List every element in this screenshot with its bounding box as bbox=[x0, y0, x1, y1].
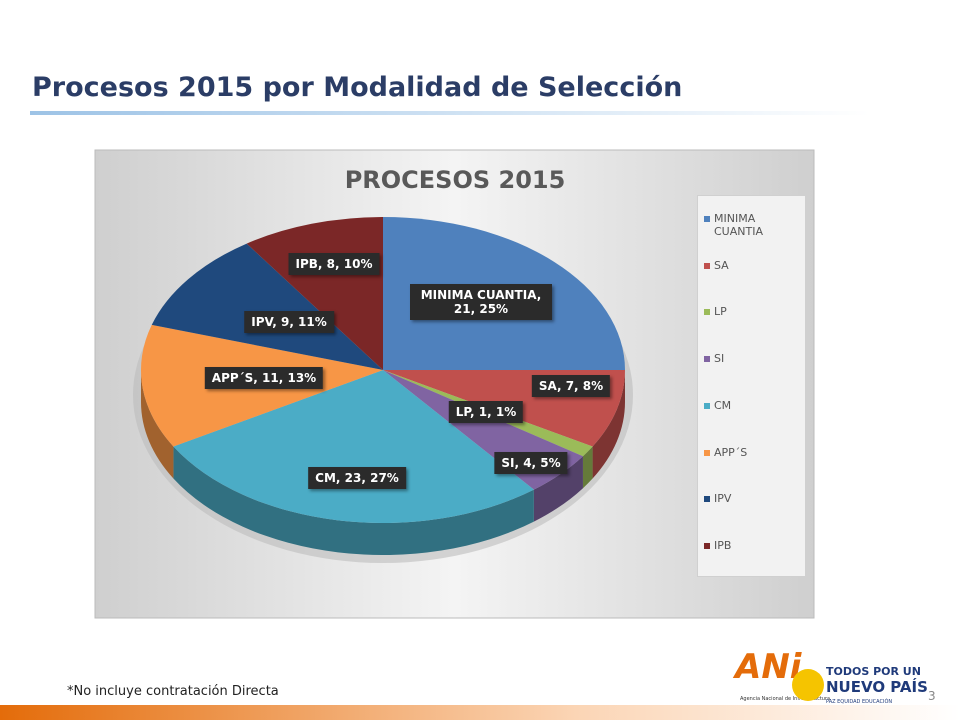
legend-swatch bbox=[704, 496, 710, 503]
page-number: 3 bbox=[928, 689, 936, 703]
data-label: CM, 23, 27% bbox=[308, 467, 406, 489]
legend-entry: SI bbox=[704, 352, 800, 366]
data-label: IPV, 9, 11% bbox=[244, 311, 334, 333]
data-label: SA, 7, 8% bbox=[531, 375, 611, 397]
slice-side bbox=[582, 446, 593, 489]
legend-entry: APP´S bbox=[704, 445, 800, 459]
data-label: LP, 1, 1% bbox=[448, 401, 524, 423]
legend-entry: IPB bbox=[704, 538, 800, 552]
slice bbox=[173, 370, 534, 523]
legend-label: LP bbox=[714, 305, 727, 319]
legend-label: MINIMA CUANTIA bbox=[714, 212, 763, 238]
data-label: SI, 4, 5% bbox=[494, 452, 568, 474]
slice-side bbox=[592, 370, 625, 479]
legend-entry: IPV bbox=[704, 492, 800, 506]
legend-entry: SA bbox=[704, 258, 800, 272]
legend: MINIMA CUANTIA SA LP SI CM APP´S IPV IPB bbox=[697, 195, 806, 577]
legend-entry: MINIMA CUANTIA bbox=[704, 212, 800, 238]
ani-logo: ANi bbox=[732, 647, 803, 687]
slice-side bbox=[141, 370, 174, 479]
slice-side bbox=[173, 446, 534, 555]
slide-title: Procesos 2015 por Modalidad de Selección bbox=[32, 72, 683, 103]
data-label: IPB, 8, 10% bbox=[288, 253, 380, 275]
legend-label: IPV bbox=[714, 492, 732, 506]
footnote: *No incluye contratación Directa bbox=[67, 684, 279, 699]
logo-line1: TODOS POR UN bbox=[826, 665, 921, 678]
data-label: MINIMA CUANTIA, 21, 25% bbox=[410, 284, 552, 320]
legend-swatch bbox=[704, 262, 710, 269]
chart-title: PROCESOS 2015 bbox=[345, 166, 566, 194]
ani-caption: Agencia Nacional de Infraestructura bbox=[740, 696, 830, 702]
legend-swatch bbox=[704, 309, 710, 316]
legend-swatch bbox=[704, 449, 710, 456]
legend-swatch bbox=[704, 402, 710, 409]
legend-swatch bbox=[704, 356, 710, 363]
legend-label: IPB bbox=[714, 538, 732, 552]
title-underline bbox=[30, 111, 870, 115]
legend-label: SA bbox=[714, 258, 729, 272]
slice-side bbox=[533, 456, 583, 522]
data-label: APP´S, 11, 13% bbox=[204, 367, 324, 389]
footer-bar bbox=[0, 705, 960, 720]
legend-label: CM bbox=[714, 398, 732, 412]
logo-line3: PAZ EQUIDAD EDUCACIÓN bbox=[826, 698, 892, 705]
legend-entry: LP bbox=[704, 305, 800, 319]
legend-label: SI bbox=[714, 352, 725, 366]
legend-label: APP´S bbox=[714, 445, 748, 459]
flag-logo bbox=[792, 669, 824, 701]
slice bbox=[151, 243, 383, 370]
legend-swatch bbox=[704, 542, 710, 549]
logo-line2: NUEVO PAÍS bbox=[826, 677, 928, 696]
legend-swatch bbox=[704, 216, 710, 222]
legend-entry: CM bbox=[704, 398, 800, 412]
